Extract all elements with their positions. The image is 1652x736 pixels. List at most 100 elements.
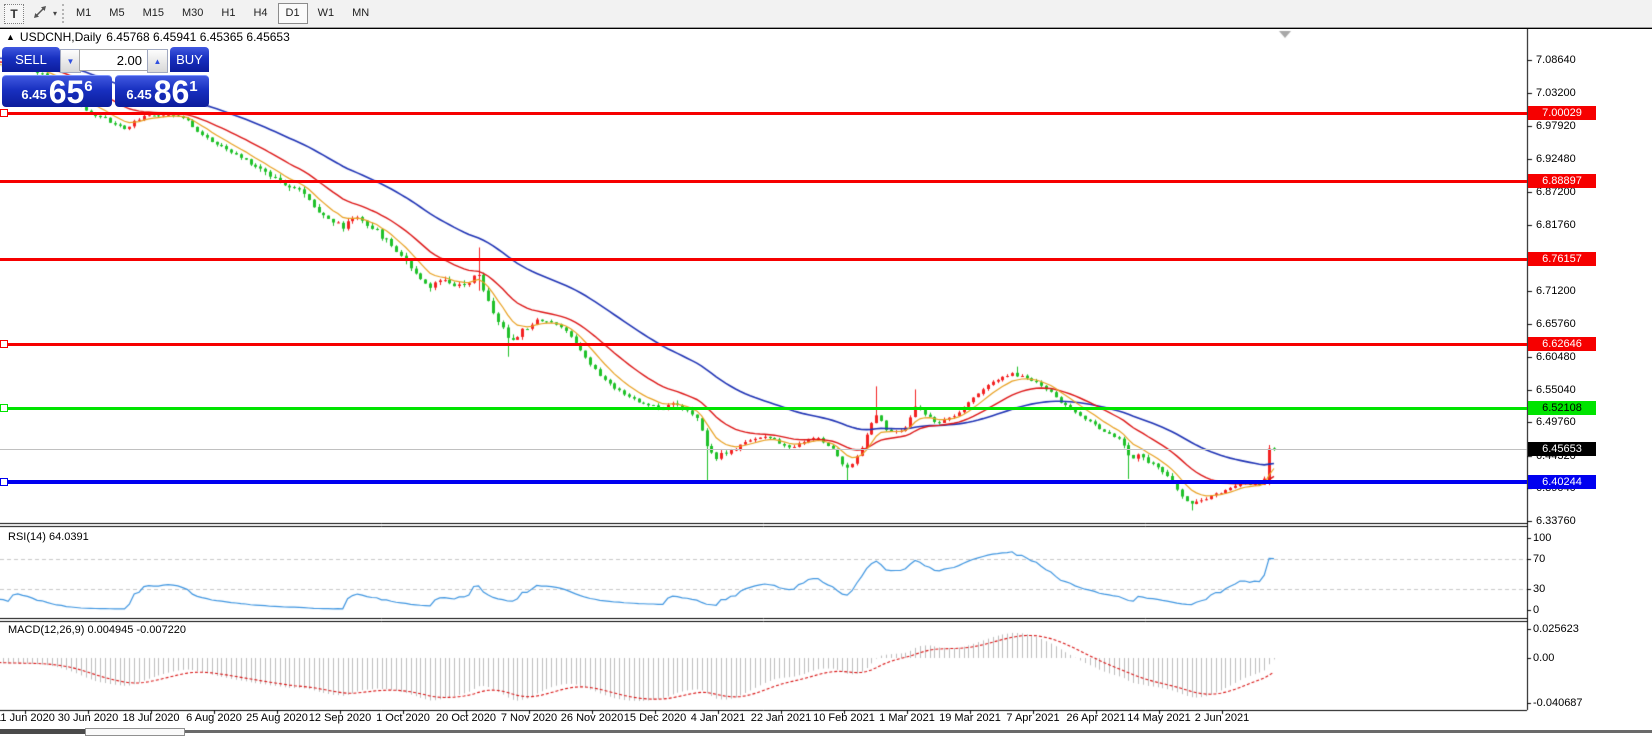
- sell-price-base: 6.45: [21, 87, 47, 102]
- date-label: 2 Jun 2021: [1194, 712, 1250, 724]
- rsi-axis-label: 100: [1533, 532, 1552, 544]
- horizontal-line-6.62646[interactable]: [0, 342, 1527, 346]
- price-badge-6.62646: 6.62646: [1528, 337, 1596, 351]
- toolbar: T ▾ M1 M5 M15 M30 H1 H4 D1 W1 MN: [0, 0, 1652, 28]
- window-border: [0, 28, 1652, 29]
- triangle-down-icon: ▼: [66, 56, 75, 66]
- line-handle[interactable]: [0, 404, 8, 412]
- date-label: 1 Mar 2021: [879, 712, 935, 724]
- date-label: 7 Apr 2021: [1006, 712, 1060, 724]
- expand-arrow-icon[interactable]: ▲: [6, 32, 15, 42]
- tf-button-mn[interactable]: MN: [352, 7, 370, 19]
- buy-price-button[interactable]: 6.45 86 1: [115, 74, 209, 110]
- date-label: 30 Jun 2020: [57, 712, 119, 724]
- buy-price-pips: 86: [153, 74, 190, 110]
- cursor-tool-label: T: [10, 7, 18, 21]
- line-handle[interactable]: [0, 109, 8, 117]
- price-axis-label: 6.60480: [1536, 351, 1576, 363]
- price-axis-label: 6.33760: [1536, 515, 1576, 527]
- h-scrollbar-track[interactable]: [0, 730, 1652, 733]
- price-badge-6.45653: 6.45653: [1528, 442, 1596, 456]
- buy-button[interactable]: BUY: [170, 47, 209, 72]
- tf-button-m30[interactable]: M30: [181, 7, 204, 19]
- one-click-trading-panel: SELL ▼ ▲ BUY 6.45 65 6 6.45 86 1: [2, 47, 209, 110]
- date-label: 12 Sep 2020: [308, 712, 372, 724]
- rsi-axis-label: 70: [1533, 553, 1546, 565]
- volume-increase-button[interactable]: ▲: [147, 49, 168, 73]
- horizontal-line-6.52108[interactable]: [0, 406, 1527, 410]
- price-axis-label: 7.08640: [1536, 54, 1576, 66]
- volume-decrease-button[interactable]: ▼: [60, 49, 81, 73]
- timeframe-button-group: M1 M5 M15 M30 H1 H4 D1 W1 MN: [68, 3, 377, 24]
- horizontal-line-6.88897[interactable]: [0, 179, 1527, 183]
- tf-button-h4[interactable]: H4: [253, 7, 268, 19]
- price-axis-label: 6.97920: [1536, 120, 1576, 132]
- cursor-tool-button[interactable]: T: [4, 4, 24, 24]
- price-axis-label: 6.49760: [1536, 416, 1576, 428]
- tf-button-m15[interactable]: M15: [142, 7, 164, 19]
- sell-button-label: SELL: [15, 52, 47, 67]
- macd-axis-label: 0.025623: [1533, 623, 1579, 635]
- toolbar-separator: [62, 4, 64, 23]
- date-label: 7 Nov 2020: [500, 712, 558, 724]
- date-label: 19 Mar 2021: [939, 712, 1001, 724]
- price-axis-label: 6.65760: [1536, 318, 1576, 330]
- tf-button-m5[interactable]: M5: [109, 7, 125, 19]
- horizontal-line-6.76157[interactable]: [0, 257, 1527, 261]
- date-label: 20 Oct 2020: [436, 712, 496, 724]
- dropdown-caret-icon[interactable]: ▾: [52, 8, 57, 18]
- buy-button-label: BUY: [176, 52, 203, 67]
- date-label: 25 Aug 2020: [246, 712, 308, 724]
- sell-button[interactable]: SELL: [2, 47, 60, 72]
- price-axis-label: 6.92480: [1536, 153, 1576, 165]
- rsi-axis-label: 0: [1533, 604, 1540, 616]
- macd-axis-label: 0.00: [1533, 652, 1555, 664]
- tf-button-h1[interactable]: H1: [221, 7, 236, 19]
- swap-arrows-icon: [32, 5, 48, 23]
- volume-input[interactable]: [79, 49, 148, 71]
- macd-label: MACD(12,26,9) 0.004945 -0.007220: [8, 624, 186, 636]
- date-label: 14 May 2021: [1127, 712, 1191, 724]
- triangle-up-icon: ▲: [153, 56, 162, 66]
- price-axis-label: 6.81760: [1536, 219, 1576, 231]
- date-label: 26 Nov 2020: [560, 712, 624, 724]
- date-label: 11 Jun 2020: [0, 712, 55, 724]
- symbol-label: USDCNH,Daily: [19, 30, 102, 44]
- drawing-tools-button[interactable]: [27, 4, 53, 24]
- h-scrollbar-segment: [0, 729, 85, 734]
- tf-button-d1[interactable]: D1: [277, 3, 308, 24]
- date-label: 22 Jan 2021: [750, 712, 812, 724]
- sell-price-pipette: 6: [84, 78, 93, 95]
- chart-title: ▲ USDCNH,Daily 6.45768 6.45941 6.45365 6…: [6, 30, 290, 44]
- rsi-axis-label: 30: [1533, 583, 1546, 595]
- buy-price-pipette: 1: [189, 78, 198, 95]
- line-handle[interactable]: [0, 478, 8, 486]
- date-label: 18 Jul 2020: [122, 712, 180, 724]
- tf-button-w1[interactable]: W1: [317, 7, 335, 19]
- horizontal-line-6.45653[interactable]: [0, 448, 1527, 450]
- price-badge-6.76157: 6.76157: [1528, 252, 1596, 266]
- chart-canvas[interactable]: [0, 28, 1652, 735]
- horizontal-line-7.00029[interactable]: [0, 111, 1527, 115]
- tf-button-m1[interactable]: M1: [76, 7, 92, 19]
- price-axis-label: 7.03200: [1536, 87, 1576, 99]
- price-axis-label: 6.55040: [1536, 384, 1576, 396]
- price-badge-6.40244: 6.40244: [1528, 475, 1596, 489]
- date-label: 10 Feb 2021: [813, 712, 875, 724]
- sell-price-button[interactable]: 6.45 65 6: [2, 74, 112, 110]
- rsi-label: RSI(14) 64.0391: [8, 531, 89, 543]
- line-handle[interactable]: [0, 340, 8, 348]
- price-badge-7.00029: 7.00029: [1528, 106, 1596, 120]
- sell-price-pips: 65: [48, 74, 85, 110]
- date-label: 4 Jan 2021: [690, 712, 746, 724]
- ohlc-values: 6.45768 6.45941 6.45365 6.45653: [106, 30, 290, 44]
- date-label: 26 Apr 2021: [1066, 712, 1126, 724]
- horizontal-line-6.40244[interactable]: [0, 480, 1527, 484]
- buy-price-base: 6.45: [126, 87, 152, 102]
- macd-axis-label: -0.040687: [1533, 697, 1583, 709]
- date-label: 6 Aug 2020: [186, 712, 242, 724]
- price-axis-label: 6.87200: [1536, 186, 1576, 198]
- date-label: 1 Oct 2020: [376, 712, 430, 724]
- price-badge-6.52108: 6.52108: [1528, 401, 1596, 415]
